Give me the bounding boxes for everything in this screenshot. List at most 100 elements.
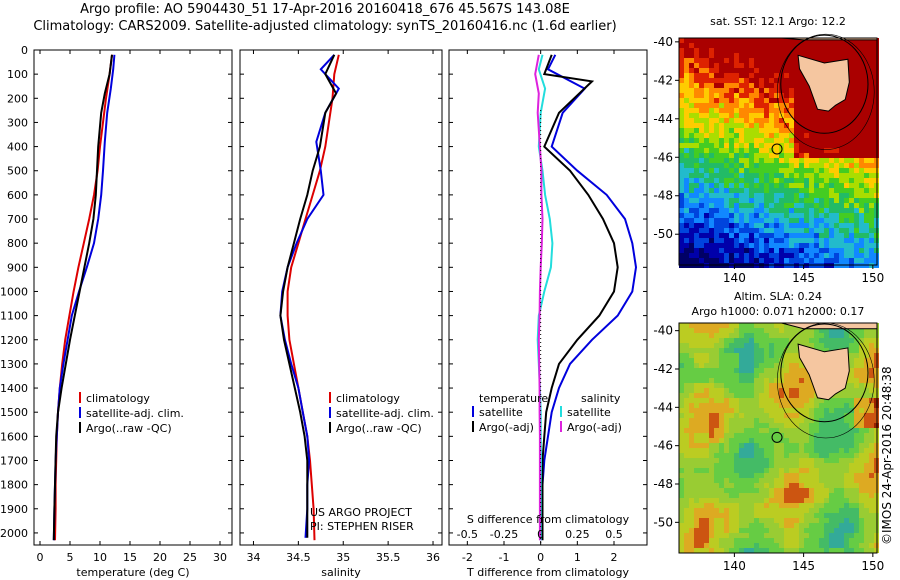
map-cell (689, 548, 694, 553)
map-cell (729, 98, 734, 103)
map-cell (854, 388, 859, 393)
map-cell (679, 368, 684, 373)
map-cell (759, 528, 764, 533)
map-cell (764, 253, 769, 258)
map-cell (679, 243, 684, 248)
map-cell (799, 183, 804, 188)
map-cell (809, 188, 814, 193)
x-axis-label: temperature (deg C) (76, 566, 189, 579)
map-cell (834, 213, 839, 218)
map-cell (819, 503, 824, 508)
map-cell (694, 208, 699, 213)
map-cell (839, 123, 844, 128)
map-cell (794, 438, 799, 443)
map-cell (704, 258, 709, 263)
map-cell (839, 148, 844, 153)
map-cell (784, 208, 789, 213)
sla-map-title-line1: Altim. SLA: 0.24 (734, 290, 822, 303)
map-cell (709, 403, 714, 408)
map-cell (679, 408, 684, 413)
map-cell (764, 208, 769, 213)
map-cell (729, 453, 734, 458)
map-cell (774, 208, 779, 213)
map-cell (799, 488, 804, 493)
map-cell (824, 43, 829, 48)
map-cell (864, 128, 869, 133)
map-cell (714, 433, 719, 438)
map-cell (784, 203, 789, 208)
map-cell (769, 458, 774, 463)
map-cell (749, 448, 754, 453)
map-cell (774, 183, 779, 188)
map-cell (849, 338, 854, 343)
x-tick-label: 5 (67, 551, 74, 564)
y-tick-label: 300 (7, 116, 28, 129)
map-cell (829, 133, 834, 138)
map-cell (869, 538, 874, 543)
map-cell (809, 493, 814, 498)
map-cell (829, 528, 834, 533)
map-cell (799, 118, 804, 123)
map-cell (789, 138, 794, 143)
map-cell (749, 343, 754, 348)
map-cell (804, 483, 809, 488)
map-cell (859, 433, 864, 438)
map-cell (814, 253, 819, 258)
map-cell (789, 453, 794, 458)
map-cell (794, 188, 799, 193)
map-cell (784, 433, 789, 438)
map-cell (859, 218, 864, 223)
map-cell (799, 478, 804, 483)
map-cell (749, 363, 754, 368)
map-cell (729, 413, 734, 418)
series-line (541, 54, 619, 541)
map-cell (784, 188, 789, 193)
map-cell (809, 448, 814, 453)
map-cell (744, 88, 749, 93)
map-cell (739, 143, 744, 148)
map-cell (729, 338, 734, 343)
map-cell (779, 68, 784, 73)
map-cell (814, 528, 819, 533)
map-cell (819, 258, 824, 263)
map-cell (829, 418, 834, 423)
map-cell (699, 118, 704, 123)
map-cell (699, 513, 704, 518)
map-cell (749, 483, 754, 488)
map-cell (779, 58, 784, 63)
map-cell (729, 88, 734, 93)
map-cell (689, 513, 694, 518)
map-cell (794, 213, 799, 218)
map-cell (799, 398, 804, 403)
map-cell (719, 433, 724, 438)
map-cell (814, 38, 819, 43)
map-cell (839, 533, 844, 538)
map-cell (864, 398, 869, 403)
map-cell (694, 513, 699, 518)
map-cell (764, 398, 769, 403)
map-cell (744, 108, 749, 113)
map-cell (779, 203, 784, 208)
map-cell (709, 258, 714, 263)
map-cell (794, 138, 799, 143)
map-cell (714, 48, 719, 53)
map-cell (864, 353, 869, 358)
map-cell (844, 108, 849, 113)
map-cell (719, 183, 724, 188)
map-cell (704, 548, 709, 553)
map-cell (749, 358, 754, 363)
map-cell (739, 243, 744, 248)
map-cell (744, 98, 749, 103)
map-cell (684, 98, 689, 103)
map-cell (719, 428, 724, 433)
map-cell (679, 498, 684, 503)
map-cell (764, 498, 769, 503)
map-cell (694, 88, 699, 93)
map-cell (744, 148, 749, 153)
map-cell (799, 453, 804, 458)
map-cell (869, 243, 874, 248)
map-cell (694, 248, 699, 253)
map-cell (729, 163, 734, 168)
map-cell (809, 148, 814, 153)
map-cell (699, 388, 704, 393)
